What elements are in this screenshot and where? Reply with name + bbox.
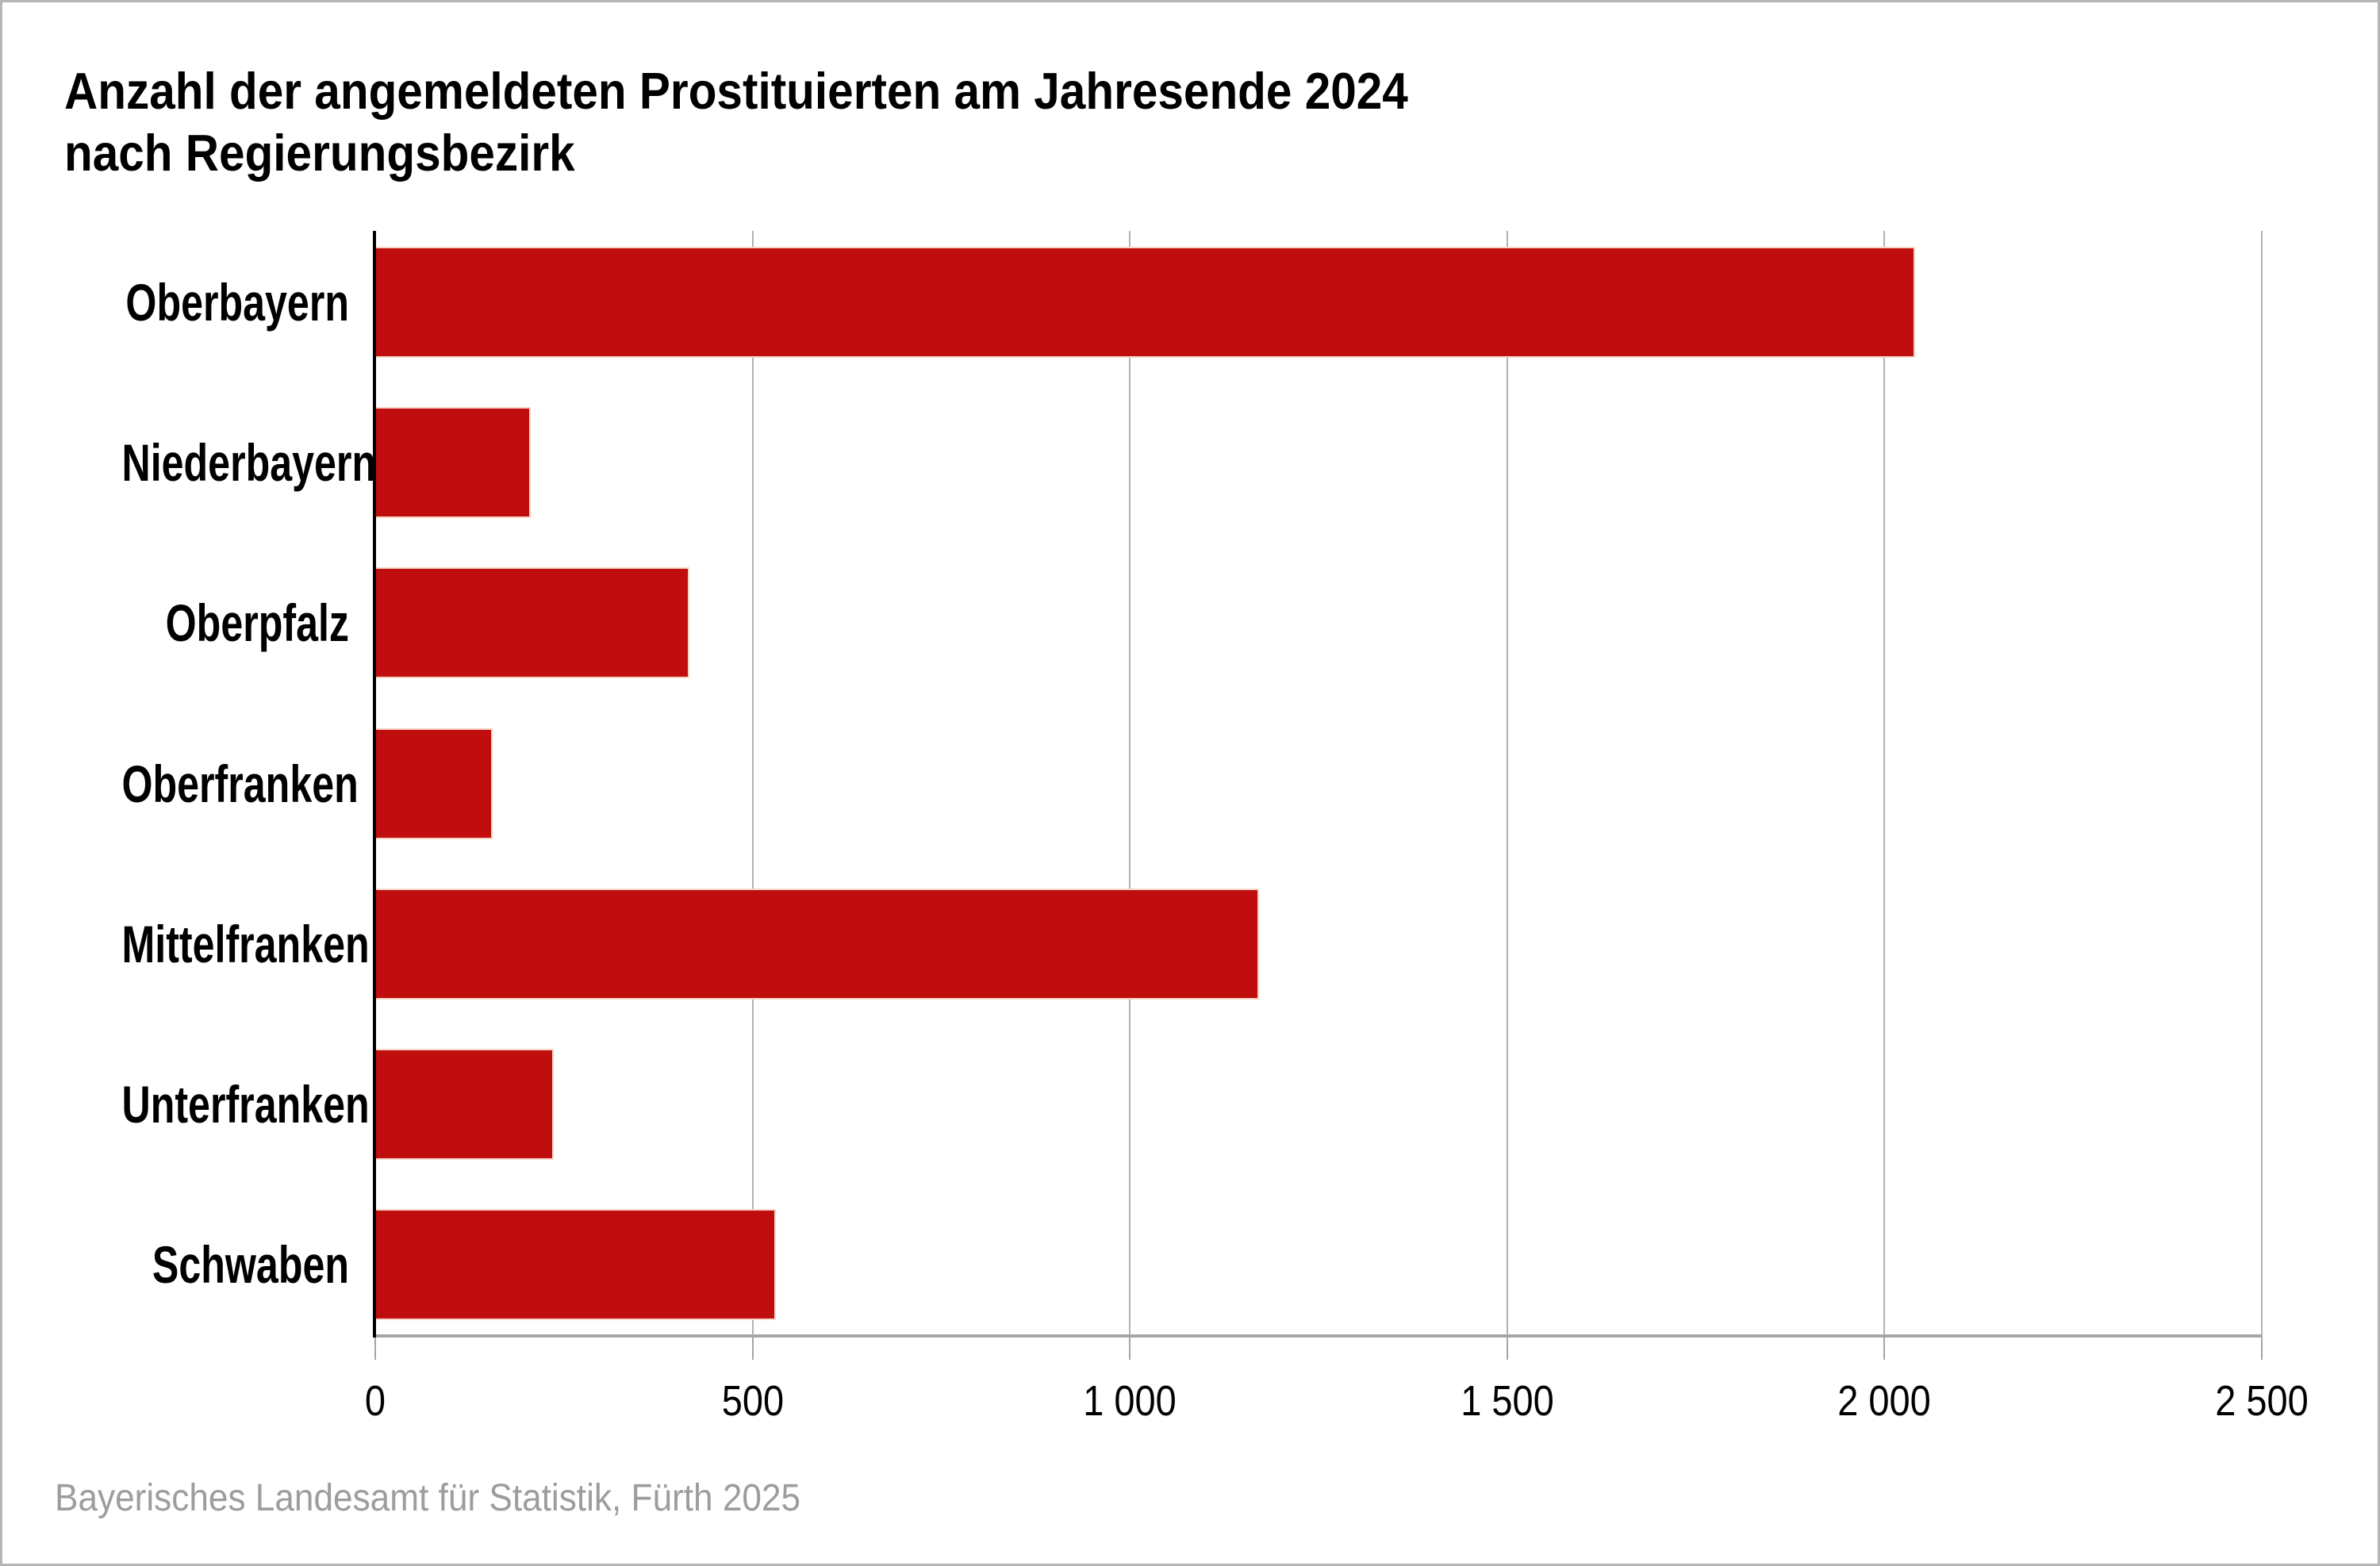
bar-oberpfalz — [376, 567, 689, 678]
category-label-unterfranken: Unterfranken — [121, 1075, 370, 1134]
bar-oberfranken — [376, 728, 493, 839]
bar-oberbayern — [376, 247, 1915, 358]
x-tick-label-1000: 1 000 — [1083, 1377, 1177, 1425]
category-label-schwaben: Schwaben — [152, 1235, 349, 1294]
bar-unterfranken — [376, 1049, 554, 1160]
category-label-oberbayern: Oberbayern — [125, 273, 349, 332]
chart-title: Anzahl der angemeldeten Prostituierten a… — [64, 60, 1408, 184]
x-tick-label-500: 500 — [721, 1377, 785, 1425]
tick-1000 — [1129, 1336, 1131, 1360]
category-label-niederbayern: Niederbayern — [121, 433, 377, 492]
gridline-1000 — [1129, 231, 1131, 1336]
tick-1500 — [1506, 1336, 1508, 1360]
x-tick-label-1500: 1 500 — [1461, 1377, 1554, 1425]
category-label-oberpfalz: Oberpfalz — [165, 593, 349, 652]
category-label-oberfranken: Oberfranken — [121, 754, 359, 813]
tick-0 — [374, 1336, 376, 1360]
x-axis-baseline — [375, 1334, 2262, 1338]
gridline-500 — [751, 231, 754, 1336]
gridline-2000 — [1883, 231, 1886, 1336]
tick-2000 — [1883, 1336, 1886, 1360]
x-tick-label-0: 0 — [364, 1377, 386, 1425]
category-label-mittelfranken: Mittelfranken — [121, 915, 370, 973]
x-tick-label-2500: 2 500 — [2215, 1377, 2309, 1425]
source-note: Bayerisches Landesamt für Statistik, Für… — [55, 1477, 801, 1519]
x-tick-label-2000: 2 000 — [1837, 1377, 1931, 1425]
chart-title-line1: Anzahl der angemeldeten Prostituierten a… — [64, 62, 1408, 120]
gridline-1500 — [1506, 231, 1508, 1336]
chart-title-line2: nach Regierungsbezirk — [64, 124, 575, 182]
bar-mittelfranken — [376, 889, 1259, 1000]
y-axis — [373, 231, 376, 1338]
bar-schwaben — [376, 1209, 776, 1320]
gridline-2500 — [2261, 231, 2263, 1336]
tick-2500 — [2261, 1336, 2263, 1360]
tick-500 — [751, 1336, 754, 1360]
bar-niederbayern — [376, 407, 531, 518]
